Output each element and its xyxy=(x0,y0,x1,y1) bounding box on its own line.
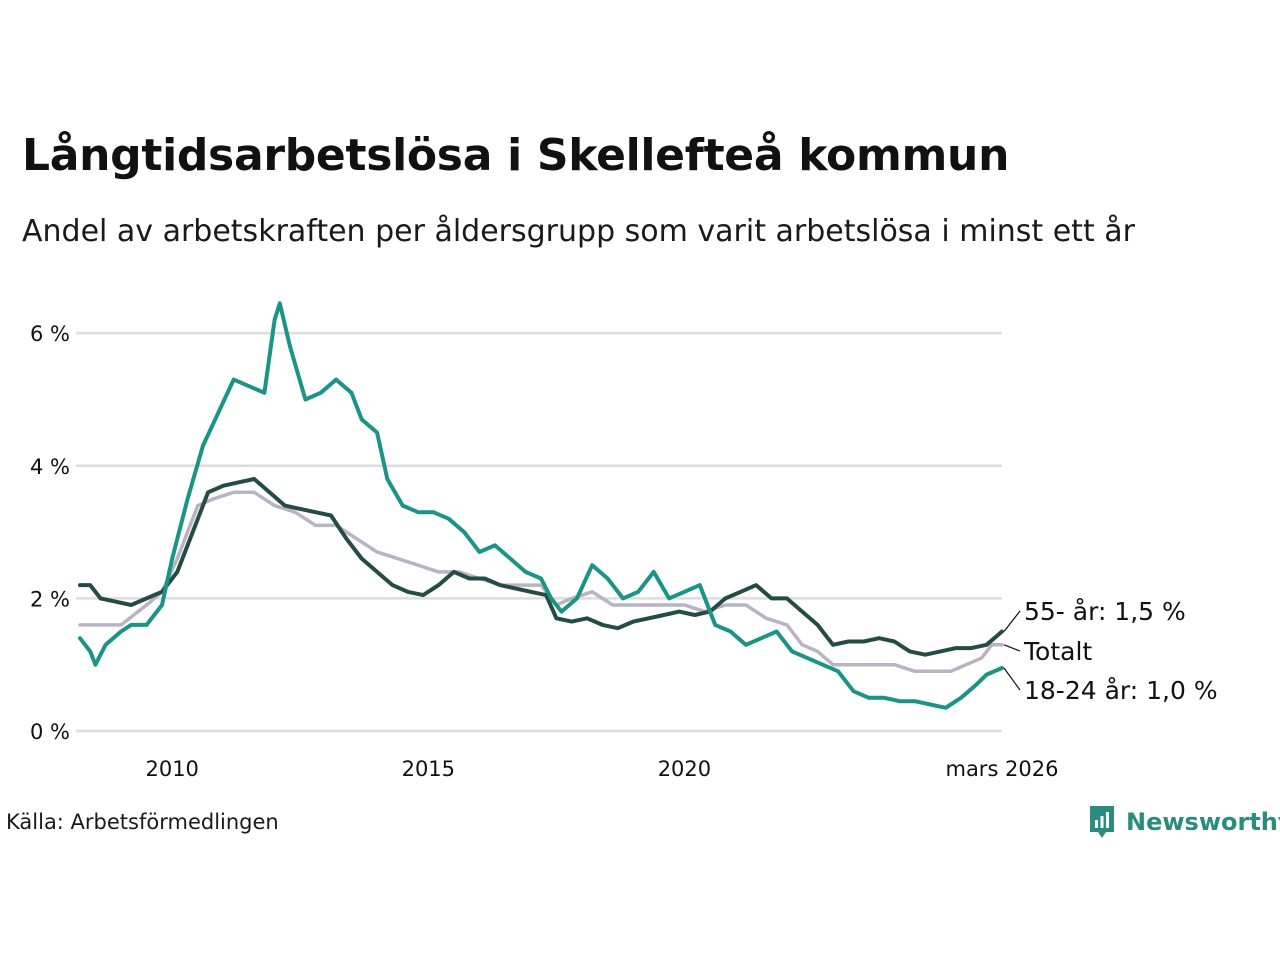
y-tick-label: 0 % xyxy=(30,720,70,744)
y-tick-label: 2 % xyxy=(30,587,70,611)
brand-logo: Newsworthy xyxy=(1088,802,1280,842)
newsworthy-logo-icon xyxy=(1090,806,1114,838)
brand-name: Newsworthy xyxy=(1126,808,1280,836)
series-line-youth xyxy=(78,301,1004,710)
series-label-total: Totalt xyxy=(1023,637,1092,666)
series-line-senior xyxy=(78,477,1004,657)
label-leader-line xyxy=(1003,644,1021,652)
x-tick-label: 2020 xyxy=(658,757,711,781)
x-tick-label: mars 2026 xyxy=(945,757,1058,781)
y-tick-label: 4 % xyxy=(30,455,70,479)
chart-subtitle: Andel av arbetskraften per åldersgrupp s… xyxy=(22,214,1135,249)
x-tick-label: 2010 xyxy=(145,757,198,781)
label-leader-line xyxy=(1003,667,1021,691)
chart-title: Långtidsarbetslösa i Skellefteå kommun xyxy=(22,130,1010,181)
x-tick-label: 2015 xyxy=(402,757,455,781)
series-label-senior: 55- år: 1,5 % xyxy=(1024,597,1186,626)
y-tick-label: 6 % xyxy=(30,322,70,346)
series-label-youth: 18-24 år: 1,0 % xyxy=(1024,676,1218,705)
source-text: Källa: Arbetsförmedlingen xyxy=(6,810,279,834)
label-leader-line xyxy=(1003,610,1021,632)
